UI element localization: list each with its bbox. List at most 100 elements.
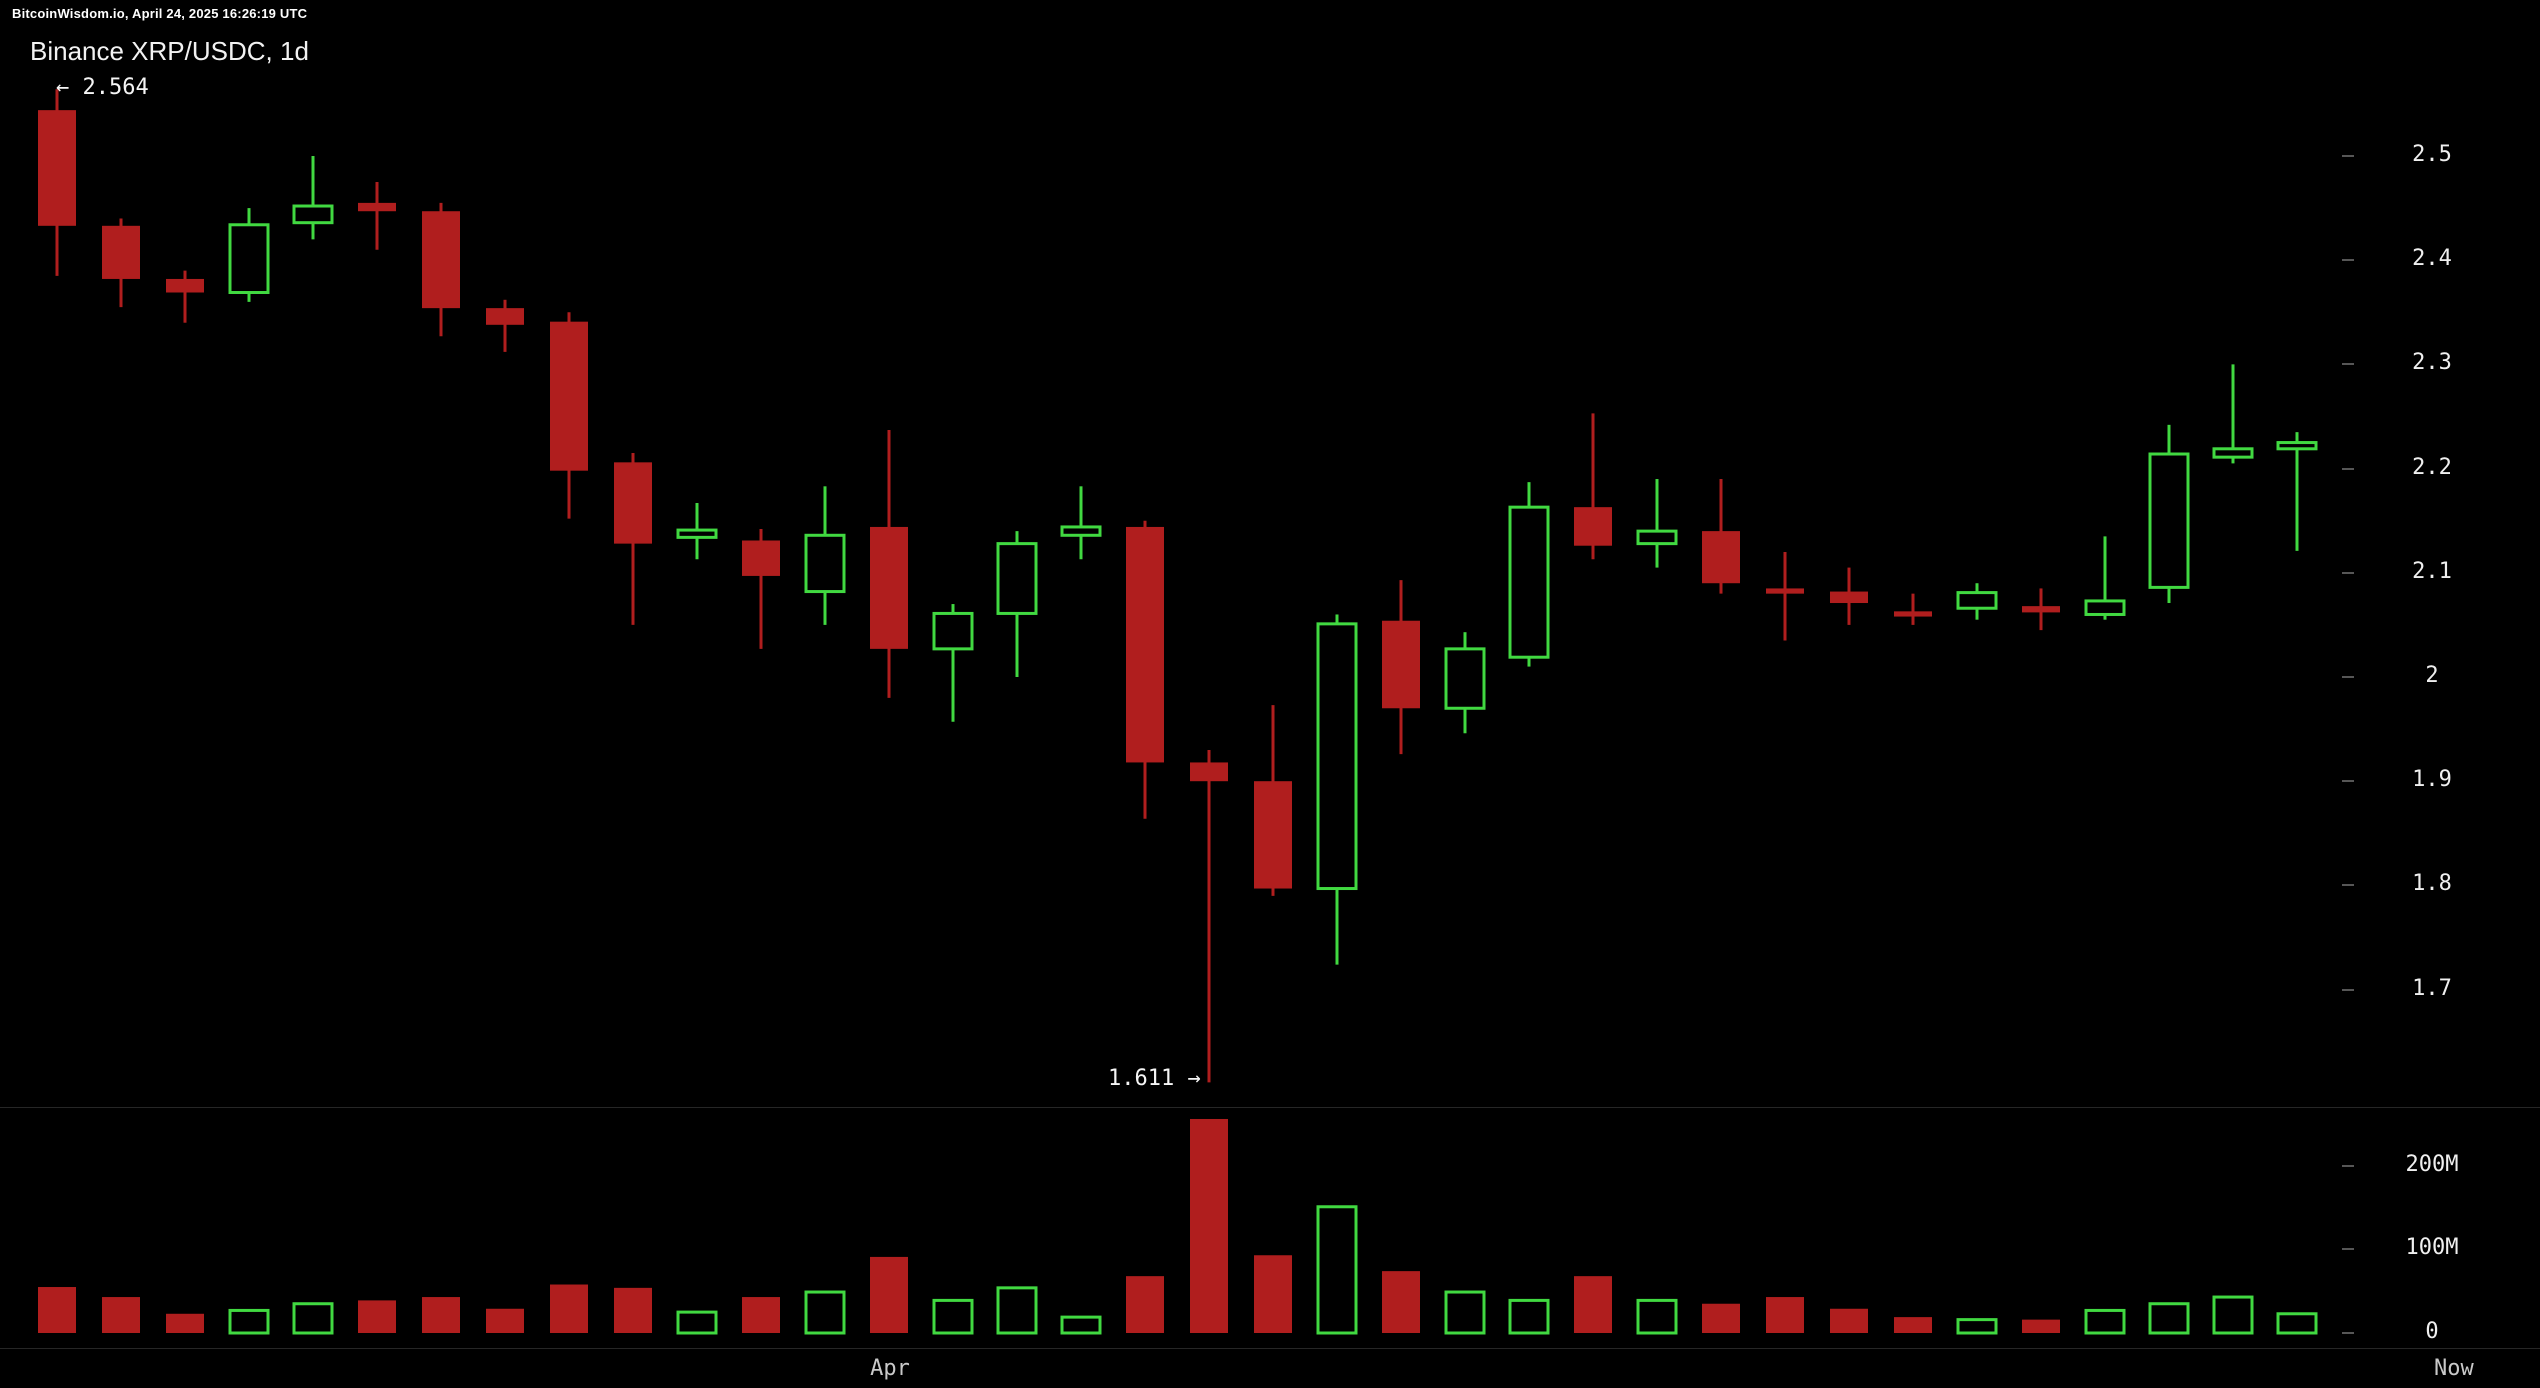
volume-bar-34 bbox=[2148, 1302, 2190, 1335]
candle-body bbox=[614, 462, 652, 544]
candle-20 bbox=[1254, 705, 1292, 1333]
candle-4 bbox=[228, 208, 270, 1335]
candle-body bbox=[2212, 447, 2254, 459]
candle-24 bbox=[1508, 482, 1550, 1335]
candle-21 bbox=[1316, 614, 1358, 1335]
price-axis-label: 2.3 bbox=[2412, 350, 2452, 376]
volume-tick-dash bbox=[2342, 1164, 2354, 1167]
volume-bar-22 bbox=[1382, 1271, 1420, 1333]
volume-bar-1 bbox=[38, 1287, 76, 1333]
candle-body bbox=[870, 526, 908, 649]
candle-body bbox=[38, 110, 76, 226]
candle-5 bbox=[292, 156, 334, 1335]
candle-body bbox=[932, 611, 974, 651]
candle-body bbox=[358, 202, 396, 212]
candle-body bbox=[550, 321, 588, 471]
candle-body bbox=[676, 528, 718, 539]
candle-33 bbox=[2084, 536, 2126, 1335]
candle-body bbox=[804, 533, 846, 594]
candle-body bbox=[2148, 452, 2190, 589]
candle-body bbox=[996, 542, 1038, 615]
candle-body bbox=[2022, 606, 2060, 613]
candle-body bbox=[1060, 525, 1102, 537]
volume-bar-18 bbox=[1126, 1276, 1164, 1333]
candle-32 bbox=[2022, 588, 2060, 1333]
volume-bar-23 bbox=[1444, 1290, 1486, 1335]
volume-bar-7 bbox=[422, 1297, 460, 1333]
volume-bar-28 bbox=[1766, 1297, 1804, 1333]
candle-17 bbox=[1060, 486, 1102, 1335]
volume-axis-label: 100M bbox=[2405, 1235, 2459, 1261]
candle-body bbox=[1254, 781, 1292, 889]
volume-bar-33 bbox=[2084, 1308, 2126, 1335]
high-price-annotation: ← 2.564 bbox=[56, 75, 149, 100]
candle-23 bbox=[1444, 632, 1486, 1335]
candle-body bbox=[422, 211, 460, 309]
price-tick-dash bbox=[2342, 780, 2354, 783]
candle-30 bbox=[1894, 593, 1932, 1333]
candle-3 bbox=[166, 270, 204, 1333]
volume-bar-10 bbox=[614, 1287, 652, 1333]
candle-10 bbox=[614, 452, 652, 1333]
price-volume-divider bbox=[0, 1107, 2540, 1108]
price-tick-dash bbox=[2342, 363, 2354, 366]
volume-bar-11 bbox=[676, 1310, 718, 1335]
volume-tick-dash bbox=[2342, 1332, 2354, 1334]
price-tick-dash bbox=[2342, 155, 2354, 157]
candle-15 bbox=[932, 604, 974, 1335]
candle-25 bbox=[1574, 413, 1612, 1333]
volume-bar-26 bbox=[1636, 1298, 1678, 1335]
candle-body bbox=[292, 204, 334, 225]
candle-34 bbox=[2148, 424, 2190, 1335]
volume-bar-24 bbox=[1508, 1298, 1550, 1335]
candle-body bbox=[1574, 507, 1612, 546]
volume-bar-21 bbox=[1316, 1205, 1358, 1335]
volume-bar-15 bbox=[932, 1298, 974, 1335]
volume-tick-dash bbox=[2342, 1248, 2354, 1251]
candle-body bbox=[2276, 441, 2318, 451]
volume-bar-13 bbox=[804, 1290, 846, 1335]
candle-body bbox=[1382, 620, 1420, 709]
candle-body bbox=[1126, 526, 1164, 763]
candle-36 bbox=[2276, 432, 2318, 1335]
volume-axis-label: 0 bbox=[2425, 1319, 2439, 1344]
volume-bar-8 bbox=[486, 1308, 524, 1333]
low-price-annotation: 1.611 → bbox=[1108, 1066, 1201, 1091]
x-axis-now-label: Now bbox=[2434, 1356, 2474, 1381]
candle-body bbox=[1444, 647, 1486, 710]
candle-29 bbox=[1830, 567, 1868, 1333]
candle-26 bbox=[1636, 479, 1678, 1335]
candle-16 bbox=[996, 531, 1038, 1335]
volume-bar-2 bbox=[102, 1297, 140, 1333]
price-axis-label: 1.7 bbox=[2412, 975, 2452, 1001]
price-tick-dash bbox=[2342, 676, 2354, 678]
candle-19 bbox=[1190, 749, 1228, 1333]
status-bar-text: BitcoinWisdom.io, April 24, 2025 16:26:1… bbox=[12, 6, 308, 21]
candle-body bbox=[1190, 762, 1228, 782]
volume-bar-6 bbox=[358, 1300, 396, 1333]
candle-31 bbox=[1956, 583, 1998, 1335]
price-axis-label: 2.5 bbox=[2412, 142, 2452, 167]
candle-18 bbox=[1126, 520, 1164, 1333]
candle-35 bbox=[2212, 364, 2254, 1335]
volume-bar-29 bbox=[1830, 1308, 1868, 1333]
volume-bar-9 bbox=[550, 1284, 588, 1333]
candle-body bbox=[1766, 588, 1804, 594]
price-axis-label: 2.4 bbox=[2412, 246, 2452, 272]
candle-28 bbox=[1766, 551, 1804, 1333]
candle-6 bbox=[358, 182, 396, 1333]
volume-bar-4 bbox=[228, 1308, 270, 1335]
candle-27 bbox=[1702, 479, 1740, 1333]
candle-11 bbox=[676, 502, 718, 1335]
volume-bar-19 bbox=[1190, 1118, 1228, 1333]
candle-body bbox=[1702, 531, 1740, 584]
volume-bar-32 bbox=[2022, 1319, 2060, 1333]
price-tick-dash bbox=[2342, 884, 2354, 887]
volume-bar-12 bbox=[742, 1297, 780, 1333]
candle-body bbox=[1894, 611, 1932, 617]
volume-bar-25 bbox=[1574, 1276, 1612, 1333]
price-axis-label: 2.1 bbox=[2412, 558, 2452, 584]
candle-body bbox=[1830, 591, 1868, 604]
